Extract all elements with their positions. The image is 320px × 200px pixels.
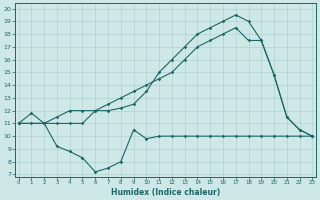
X-axis label: Humidex (Indice chaleur): Humidex (Indice chaleur): [111, 188, 220, 197]
